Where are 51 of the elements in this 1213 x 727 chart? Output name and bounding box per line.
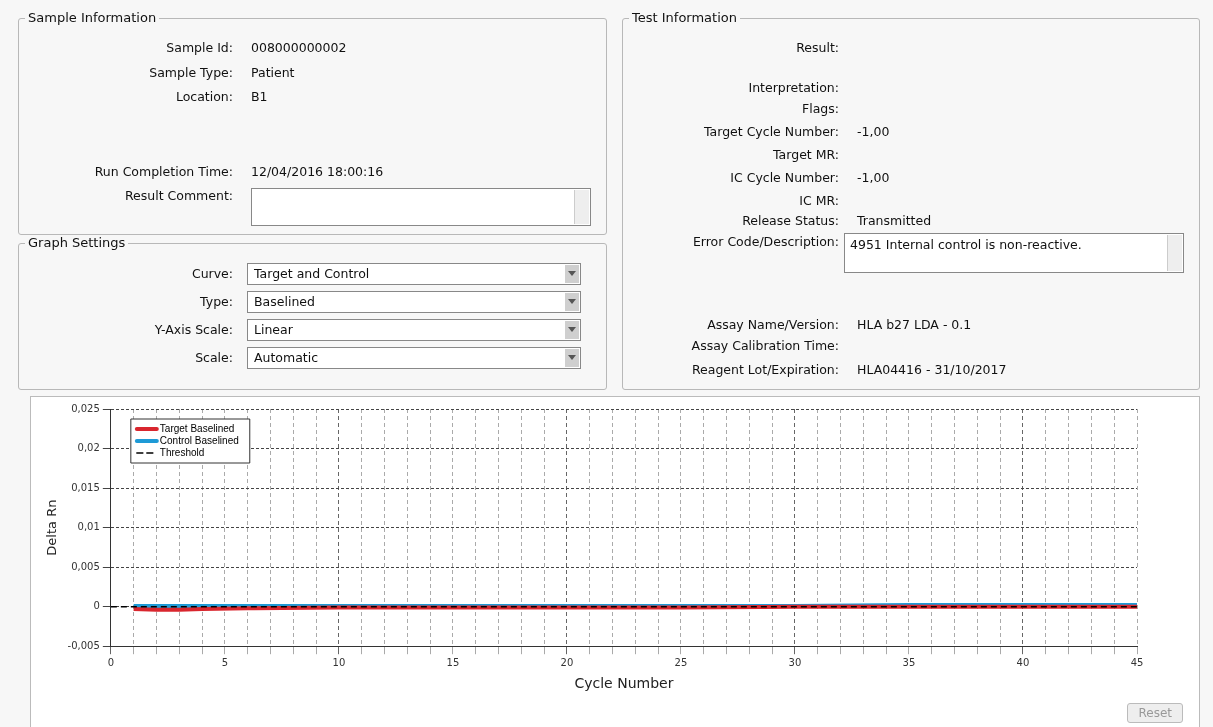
- x-tick-label: 5: [221, 656, 229, 668]
- text: Target Cycle Number: -1,00: [704, 124, 890, 139]
- legend-label: Control Baselined: [159, 434, 239, 446]
- text: Curve:: [191, 266, 233, 281]
- dropdown-field: Automatic: [247, 347, 581, 369]
- text: Assay Calibration Time:: [691, 338, 839, 353]
- text: Run Completion Time: 12/04/2016 18:00:16: [94, 164, 384, 179]
- x-tick-label: 20: [560, 656, 574, 668]
- text: Sample Id: 008000000002: [166, 40, 347, 55]
- legend-label: Target Baselined: [159, 422, 235, 434]
- dropdown-field: Target and Control: [247, 263, 581, 285]
- x-tick-label: 15: [446, 656, 460, 668]
- text: Y-Axis Scale:: [154, 322, 233, 337]
- x-tick-label: 30: [788, 656, 802, 668]
- text: Interpretation:: [748, 80, 839, 95]
- x-tick-label: 10: [332, 656, 346, 668]
- x-tick-label: 25: [674, 656, 688, 668]
- y-tick-label: 0: [93, 600, 100, 612]
- y-tick-label: -0,005: [67, 639, 100, 651]
- text: IC Cycle Number: -1,00: [730, 170, 890, 185]
- x-tick-label: 0: [107, 656, 115, 668]
- text: IC MR:: [799, 193, 839, 208]
- x-axis-title: Cycle Number: [574, 675, 674, 692]
- text: Reagent Lot/Expiration: HLA04416 - 31/10/2017: [691, 362, 1007, 377]
- text: Test Information: [629, 10, 740, 25]
- text: Result Comment:: [124, 188, 233, 203]
- text: Scale:: [195, 350, 233, 365]
- x-tick-label: 45: [1130, 656, 1144, 668]
- text: Release Status: Transmitted: [742, 213, 932, 228]
- legend-label: Threshold: [159, 446, 205, 458]
- text: Target MR:: [773, 147, 839, 162]
- y-axis-title: Delta Rn: [44, 499, 60, 556]
- text: Graph Settings: [25, 235, 129, 250]
- text: Type:: [200, 294, 233, 309]
- x-tick-label: 40: [1016, 656, 1030, 668]
- y-tick-label: 0,01: [77, 521, 100, 533]
- text: Flags:: [802, 101, 839, 116]
- y-tick-label: 0,02: [77, 442, 100, 454]
- text: Result:: [796, 40, 839, 55]
- dropdown-field: Linear: [247, 319, 581, 341]
- text: Sample Information: [25, 10, 160, 25]
- y-tick-label: 0,015: [71, 481, 100, 493]
- text: Reset: [1127, 703, 1183, 723]
- text-field: 4951 Internal control is non-reactive.: [844, 233, 1184, 273]
- y-tick-label: 0,005: [71, 560, 100, 572]
- text: Sample Type: Patient: [149, 65, 295, 80]
- dropdown-field: Baselined: [247, 291, 581, 313]
- x-tick-label: 35: [902, 656, 916, 668]
- text: Assay Name/Version: HLA b27 LDA - 0.1: [707, 317, 972, 332]
- text: Location: B1: [175, 89, 268, 104]
- y-tick-label: 0,025: [71, 402, 100, 414]
